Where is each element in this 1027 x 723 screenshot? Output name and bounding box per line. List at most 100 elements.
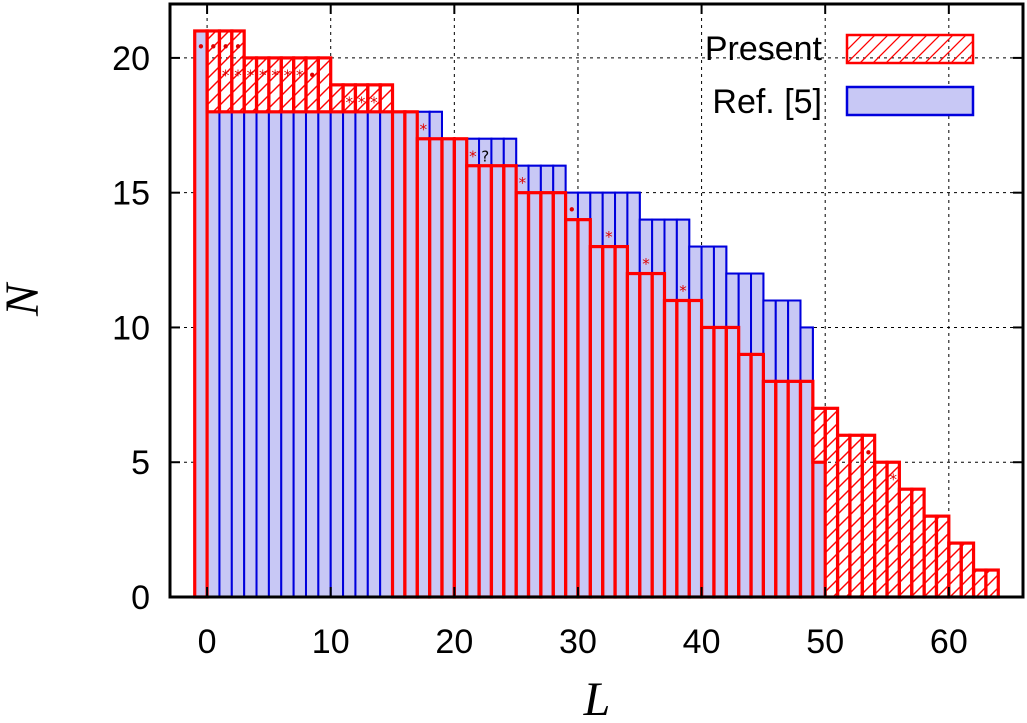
ref-bar-overlay [527, 164, 542, 599]
ref-bar-overlay [712, 245, 728, 598]
marker: * [679, 282, 687, 300]
x-tick-label: 60 [930, 623, 968, 661]
present-bar-top [873, 460, 889, 599]
legend-label-ref: Ref. [5] [712, 83, 822, 121]
marker: * [346, 93, 354, 111]
x-tick-label: 30 [559, 623, 597, 661]
marker: • [221, 38, 230, 56]
marker: * [370, 93, 378, 111]
ref-bar-overlay [762, 299, 777, 598]
x-tick-label: 40 [683, 623, 721, 661]
ref-bar-overlay [601, 191, 617, 598]
ref-bar-overlay [787, 299, 802, 598]
y-tick-label: 0 [131, 579, 150, 617]
ref-bar-overlay [218, 110, 233, 599]
ref-bar-overlay [651, 218, 666, 599]
legend-swatch-present [845, 33, 975, 65]
legend-swatch-ref [845, 85, 975, 117]
present-bar-top [378, 83, 395, 114]
ref-bar-overlay [428, 110, 443, 599]
legend-label-present: Present [705, 30, 823, 68]
marker: * [222, 66, 230, 84]
ref-bar-overlay [663, 218, 678, 599]
y-tick-label: 5 [131, 444, 150, 482]
y-tick-label: 10 [112, 309, 150, 347]
y-tick-label: 15 [112, 175, 150, 213]
ref-bar-overlay [317, 110, 332, 599]
y-tick-label: 20 [112, 40, 150, 78]
ref-bar-overlay [304, 110, 320, 599]
ref-bar-overlay [700, 245, 715, 598]
marker: • [308, 66, 317, 84]
present-bar-top [984, 568, 1000, 599]
marker: * [358, 93, 366, 111]
ref-bar-overlay [193, 29, 209, 599]
ref-bar-overlay [774, 299, 790, 598]
ref-bar-overlay [391, 110, 406, 599]
ref-bar-overlay [342, 110, 357, 599]
ref-bar-overlay [552, 164, 567, 599]
ref-bar-overlay [292, 110, 307, 599]
ref-bar-overlay [675, 218, 691, 599]
ref-bar-overlay [379, 110, 394, 599]
ref-bar-overlay [614, 191, 629, 598]
marker: * [234, 66, 242, 84]
x-tick-label: 10 [312, 623, 350, 661]
marker: * [247, 66, 255, 84]
marker: * [469, 147, 477, 165]
marker: * [271, 66, 279, 84]
marker: * [519, 174, 527, 192]
present-bar-top [922, 514, 939, 599]
x-axis-title: L [583, 673, 611, 723]
x-tick-label: 50 [806, 623, 844, 661]
ref-bar-overlay [737, 272, 753, 598]
x-tick-label: 20 [435, 623, 473, 661]
marker: • [209, 38, 218, 56]
marker: • [196, 38, 205, 56]
present-bar-top [848, 433, 864, 599]
present-bar-top [823, 406, 840, 599]
ref-bar-overlay [626, 191, 641, 598]
ref-bar-overlay [440, 137, 456, 598]
present-bar-top [897, 487, 914, 599]
plot-frame [168, 2, 1025, 599]
ref-bar-overlay [502, 137, 518, 598]
marker: * [605, 228, 613, 246]
marker: * [889, 471, 897, 489]
marker: * [284, 66, 292, 84]
ref-bar-overlay [453, 137, 468, 598]
present-bar-top [811, 406, 827, 464]
ref-bar-overlay [243, 110, 258, 599]
x-tick-label: 0 [198, 623, 217, 661]
marker: • [864, 444, 873, 462]
ref-bar-overlay [255, 110, 270, 599]
marker: * [296, 66, 304, 84]
ref-bar-overlay [230, 110, 246, 599]
annotation: ? [481, 147, 489, 165]
present-bar-top [329, 83, 345, 114]
ref-bar-overlay [354, 110, 369, 599]
marker: * [420, 120, 428, 138]
ref-bar-overlay [465, 137, 481, 598]
ref-bar-overlay [329, 110, 345, 599]
ref-bar-overlay [416, 110, 431, 599]
ref-bar-overlay [725, 272, 740, 598]
legend: Present Ref. [5] [705, 30, 975, 121]
ref-bar-overlay [638, 218, 654, 599]
ref-bar-overlay [564, 191, 579, 598]
ref-bar-overlay [750, 272, 765, 598]
ref-bar-overlay [811, 461, 827, 598]
present-bar-top [934, 514, 951, 599]
ref-bar-overlay [490, 137, 505, 598]
marker: * [642, 255, 650, 273]
ref-bar-overlay [206, 110, 221, 599]
present-bar-top [835, 433, 852, 599]
ref-bar-overlay [576, 191, 592, 598]
present-bar-top [971, 568, 988, 599]
ref-bar-overlay [267, 110, 283, 599]
ref-bar-overlay [515, 164, 530, 599]
ref-bar-overlay [539, 164, 555, 599]
present-bar-top [947, 541, 963, 599]
marker: • [234, 38, 243, 56]
